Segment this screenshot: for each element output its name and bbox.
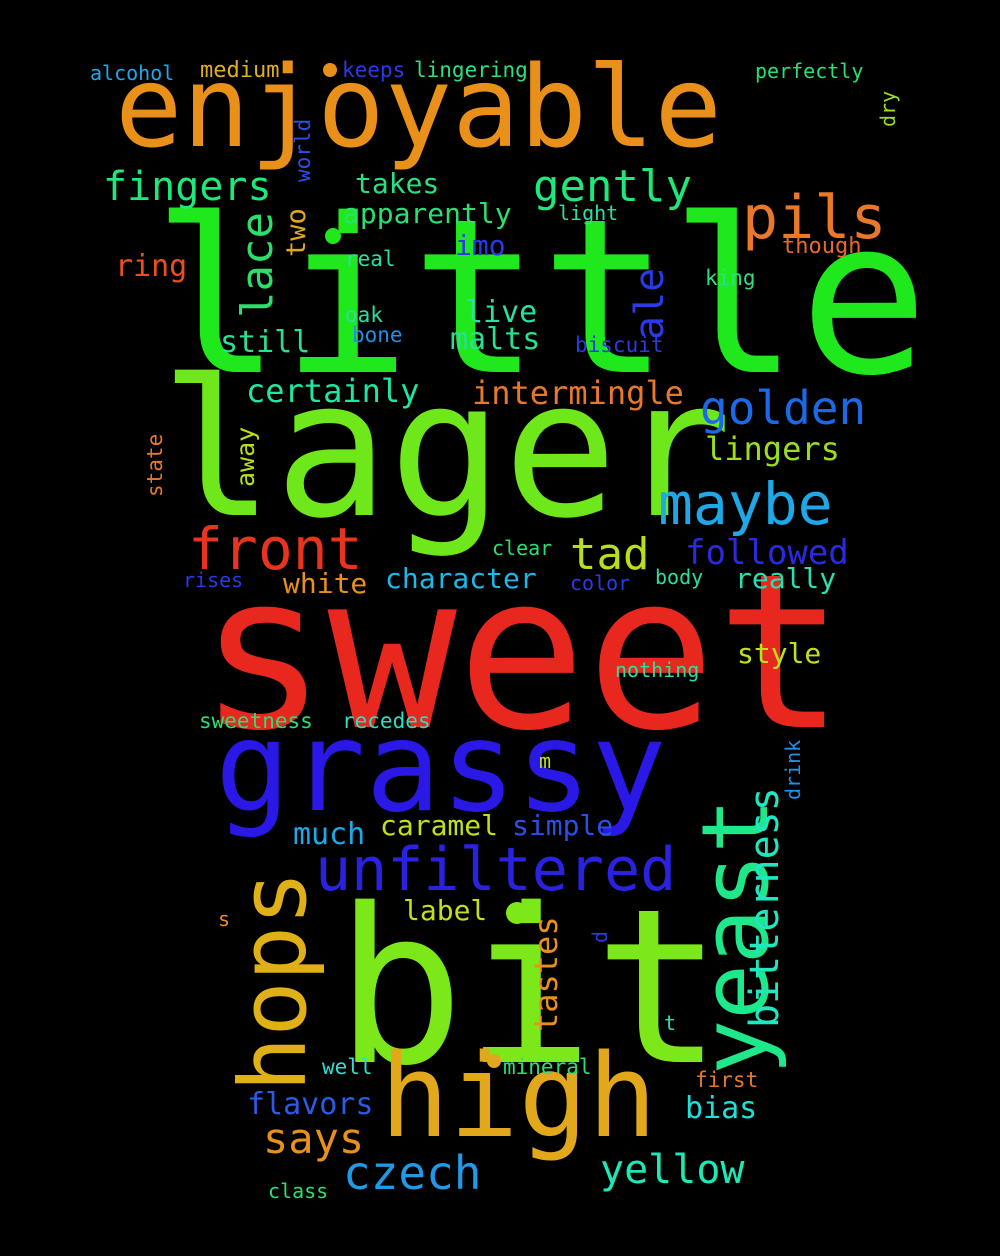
word-m: m [539,749,552,773]
word-though: though [782,234,862,259]
word-well: well [322,1055,373,1079]
word-class: class [268,1179,329,1203]
word-alcohol: alcohol [90,61,175,85]
word-golden: golden [700,381,867,435]
word-clear: clear [492,536,553,560]
word-s: s [218,907,231,931]
word-biscuit: biscuit [575,333,664,357]
word-unfiltered: unfiltered [315,835,677,905]
word-fingers: fingers [103,164,272,210]
word-bitterness: bitterness [742,787,788,1028]
word-keeps: keeps [342,58,406,82]
word-style: style [737,637,822,670]
word-grassy: grassy [215,695,667,840]
word-lingering: lingering [414,58,528,82]
word-yellow: yellow [600,1147,745,1193]
word-followed: followed [685,533,849,573]
word-body: body [655,565,704,589]
word-rises: rises [183,568,244,592]
word-apparently: apparently [343,197,512,230]
word-bit: bit [335,862,724,1113]
word-recedes: recedes [342,709,431,733]
word-tad: tad [570,529,650,580]
word-ring: ring [115,249,188,284]
word-simple: simple [512,809,614,842]
word-lager: lager [160,339,732,560]
word-lace: lace [232,212,283,318]
word-says: says [263,1114,365,1163]
word-front: front [188,515,363,583]
dot-mark [325,228,341,244]
word-drink: drink [781,739,805,800]
word-sweet: sweet [198,527,846,778]
word-caramel: caramel [380,809,499,842]
word-color: color [570,571,631,595]
word-world: world [291,118,315,182]
word-takes: takes [355,167,440,200]
word-hops: hops [220,870,327,1092]
word-t: t [664,1011,677,1035]
word-pils: pils [742,183,887,253]
word-nothing: nothing [615,658,700,682]
word-perfectly: perfectly [755,59,864,83]
word-mineral: mineral [503,1055,592,1079]
word-live: live [465,295,538,330]
word-real: real [345,247,396,271]
word-oak: oak [345,303,383,327]
word-state: state [143,433,167,497]
word-king: king [705,266,756,290]
word-flavors: flavors [247,1087,374,1122]
word-tastes: tastes [527,916,565,1032]
word-bone: bone [352,323,403,347]
word-enjoyable: enjoyable [115,43,722,173]
word-d: d [588,930,612,943]
word-label: label [403,894,488,927]
dot-mark [506,902,528,924]
word-malts: malts [450,322,541,357]
word-bias: bias [685,1091,758,1126]
word-intermingle: intermingle [472,374,684,412]
word-medium: medium [200,58,280,83]
word-first: first [695,1068,759,1092]
word-gently: gently [533,161,692,212]
word-light: light [558,201,619,225]
word-two: two [281,208,312,257]
word-ale: ale [627,267,673,340]
word-high: high [380,1030,657,1164]
word-lingers: lingers [705,430,840,468]
word-really: really [735,562,837,595]
word-certainly: certainly [246,372,420,410]
word-imo: imo [455,229,506,262]
word-away: away [231,426,260,487]
word-still: still [220,325,311,360]
word-sweetness: sweetness [199,709,313,733]
word-white: white [283,567,368,600]
word-czech: czech [343,1146,482,1200]
word-little: little [152,172,929,423]
word-maybe: maybe [658,470,833,538]
dot-mark [487,1054,501,1068]
word-character: character [385,562,537,595]
dot-mark [323,63,337,77]
word-dry: dry [876,90,900,127]
word-much: much [293,817,366,852]
